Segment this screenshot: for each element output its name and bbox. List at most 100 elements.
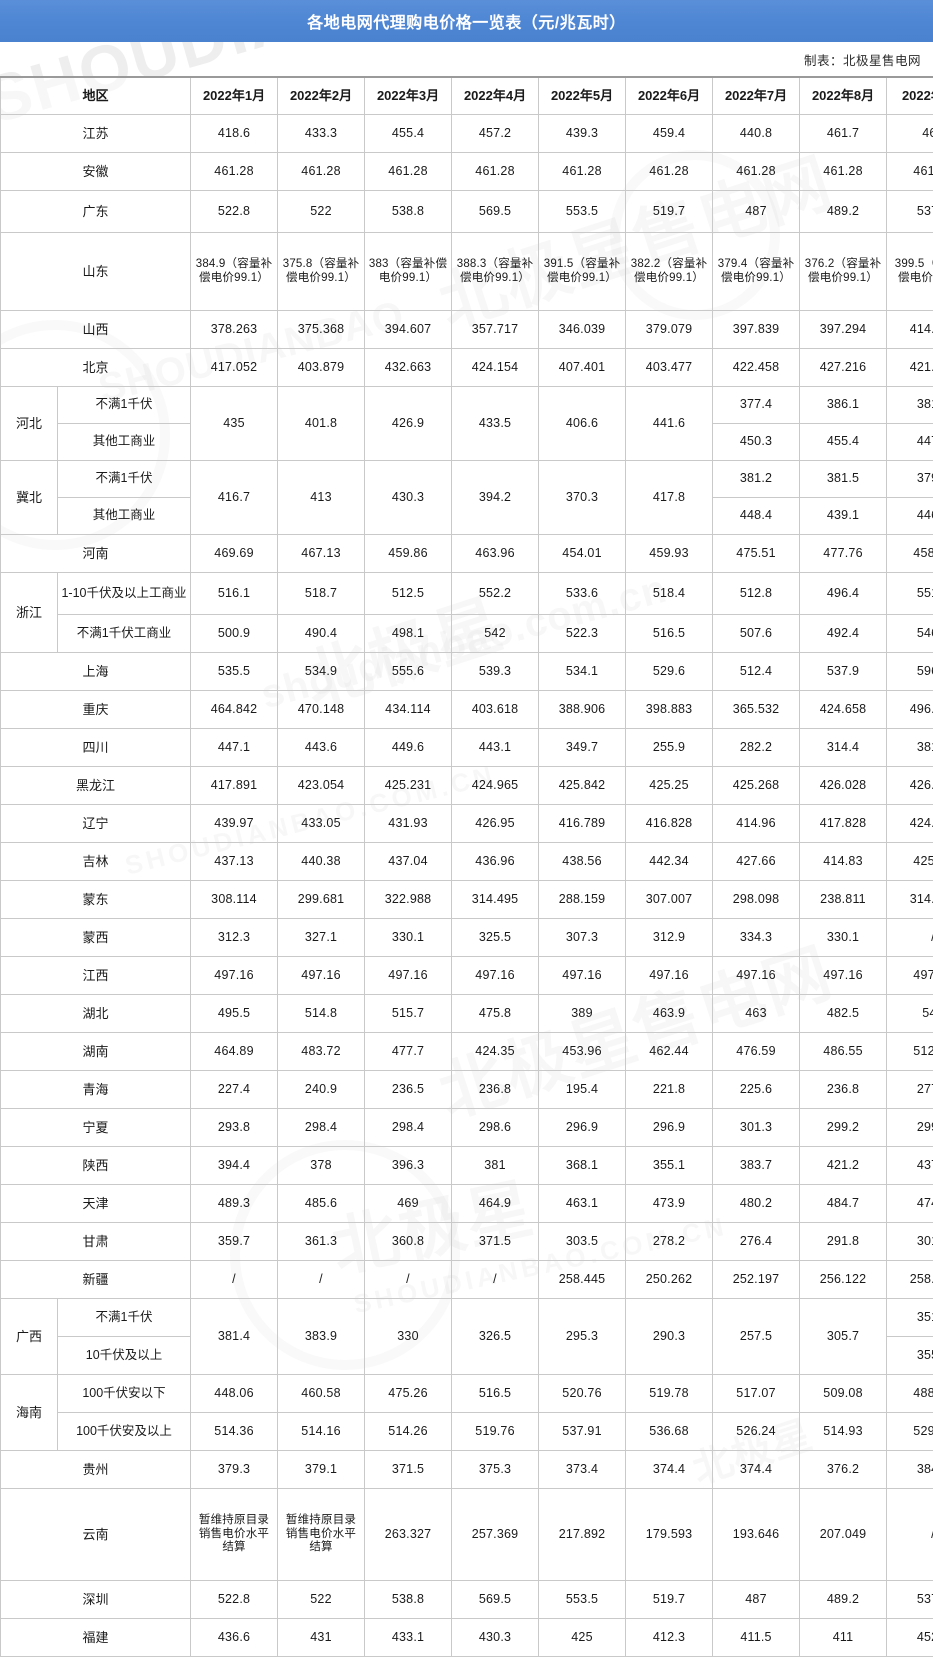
price-cell: 430.3 — [452, 1619, 539, 1657]
price-cell: 518.4 — [626, 573, 713, 615]
page-title: 各地电网代理购电价格一览表（元/兆瓦时） — [307, 9, 625, 33]
price-cell: 381.1 — [887, 729, 933, 767]
row-region-label: 江西 — [1, 957, 191, 995]
price-cell: 461.28 — [800, 153, 887, 191]
price-cell: 529.6 — [626, 653, 713, 691]
price-cell: 457.2 — [452, 115, 539, 153]
price-cell: 461.7 — [800, 115, 887, 153]
price-cell: 375.368 — [278, 311, 365, 349]
table-head: 地区 2022年1月 2022年2月 2022年3月 2022年4月 2022年… — [1, 77, 933, 115]
price-cell: 424.35 — [452, 1033, 539, 1071]
price-cell: 276.4 — [713, 1223, 800, 1261]
column-header-2022-07: 2022年7月 — [713, 77, 800, 115]
price-cell: 236.8 — [800, 1071, 887, 1109]
price-cell: 377.4 — [713, 387, 800, 424]
price-cell: 282.2 — [713, 729, 800, 767]
price-cell: 497.16 — [278, 957, 365, 995]
price-cell: 250.262 — [626, 1261, 713, 1299]
price-cell: 463 — [713, 995, 800, 1033]
price-cell: 403.879 — [278, 349, 365, 387]
row-region-label: 天津 — [1, 1185, 191, 1223]
column-header-2022-06: 2022年6月 — [626, 77, 713, 115]
price-cell: 257.369 — [452, 1489, 539, 1581]
price-cell: 461.28 — [539, 153, 626, 191]
price-cell: 440.8 — [713, 115, 800, 153]
table-row: 福建436.6431433.1430.3425412.3411.5411452.… — [1, 1619, 933, 1657]
price-cell: 431.93 — [365, 805, 452, 843]
price-cell: 461.28 — [365, 153, 452, 191]
row-region-label: 甘肃 — [1, 1223, 191, 1261]
price-cell: 465 — [887, 115, 933, 153]
price-cell: 381.4 — [191, 1299, 278, 1375]
price-cell: 440.38 — [278, 843, 365, 881]
price-cell: 368.1 — [539, 1147, 626, 1185]
price-cell: 489.3 — [191, 1185, 278, 1223]
price-cell: 258.445 — [539, 1261, 626, 1299]
price-cell: 414.83 — [800, 843, 887, 881]
row-subcategory-label: 其他工商业 — [58, 498, 191, 535]
price-cell: 461.28 — [713, 153, 800, 191]
price-cell: 355.9 — [887, 1337, 933, 1375]
price-cell: 463.1 — [539, 1185, 626, 1223]
price-cell: 411.5 — [713, 1619, 800, 1657]
price-cell: 447.1 — [191, 729, 278, 767]
price-cell: 487 — [713, 1581, 800, 1619]
column-header-2022-03: 2022年3月 — [365, 77, 452, 115]
price-cell: 312.9 — [626, 919, 713, 957]
price-cell: 426.241 — [887, 767, 933, 805]
price-cell: 538.8 — [365, 1581, 452, 1619]
row-region-label: 吉林 — [1, 843, 191, 881]
price-cell: 569.5 — [452, 191, 539, 233]
price-cell: 461.28 — [452, 153, 539, 191]
price-cell: 477.76 — [800, 535, 887, 573]
price-cell: 371.5 — [452, 1223, 539, 1261]
price-cell: 509.08 — [800, 1375, 887, 1413]
row-region-label: 宁夏 — [1, 1109, 191, 1147]
price-cell: 397.294 — [800, 311, 887, 349]
price-cell: 446.2 — [887, 498, 933, 535]
price-cell: 383（容量补偿电价99.1） — [365, 233, 452, 311]
row-region-label: 河北 — [1, 387, 58, 461]
row-region-label: 江苏 — [1, 115, 191, 153]
price-cell: 375.3 — [452, 1451, 539, 1489]
price-cell: 529.33 — [887, 1413, 933, 1451]
price-cell: 383.9 — [278, 1299, 365, 1375]
price-cell: 425.231 — [365, 767, 452, 805]
price-cell: 461.28 — [191, 153, 278, 191]
table-row: 湖北495.5514.8515.7475.8389463.9463482.554… — [1, 995, 933, 1033]
price-cell: 463.96 — [452, 535, 539, 573]
price-cell: 552.2 — [452, 573, 539, 615]
price-cell: 455.4 — [800, 424, 887, 461]
price-cell: 569.5 — [452, 1581, 539, 1619]
price-cell: 433.05 — [278, 805, 365, 843]
price-cell: 388.3（容量补偿电价99.1） — [452, 233, 539, 311]
price-cell: 298.6 — [452, 1109, 539, 1147]
row-subcategory-label: 其他工商业 — [58, 424, 191, 461]
price-cell: 449.6 — [365, 729, 452, 767]
price-cell: 436.6 — [191, 1619, 278, 1657]
column-header-2022-01: 2022年1月 — [191, 77, 278, 115]
price-cell: 384.9（容量补偿电价99.1） — [191, 233, 278, 311]
price-cell: / — [887, 919, 933, 957]
price-cell: 461.28 — [278, 153, 365, 191]
row-region-label: 北京 — [1, 349, 191, 387]
price-cell: 382.2（容量补偿电价99.1） — [626, 233, 713, 311]
price-cell: 暂维持原目录销售电价水平结算 — [191, 1489, 278, 1581]
row-region-label: 四川 — [1, 729, 191, 767]
price-cell: 301.3 — [713, 1109, 800, 1147]
price-cell: 252.197 — [713, 1261, 800, 1299]
price-cell: 474.6 — [887, 1185, 933, 1223]
price-cell: 365.532 — [713, 691, 800, 729]
price-cell: 238.811 — [800, 881, 887, 919]
